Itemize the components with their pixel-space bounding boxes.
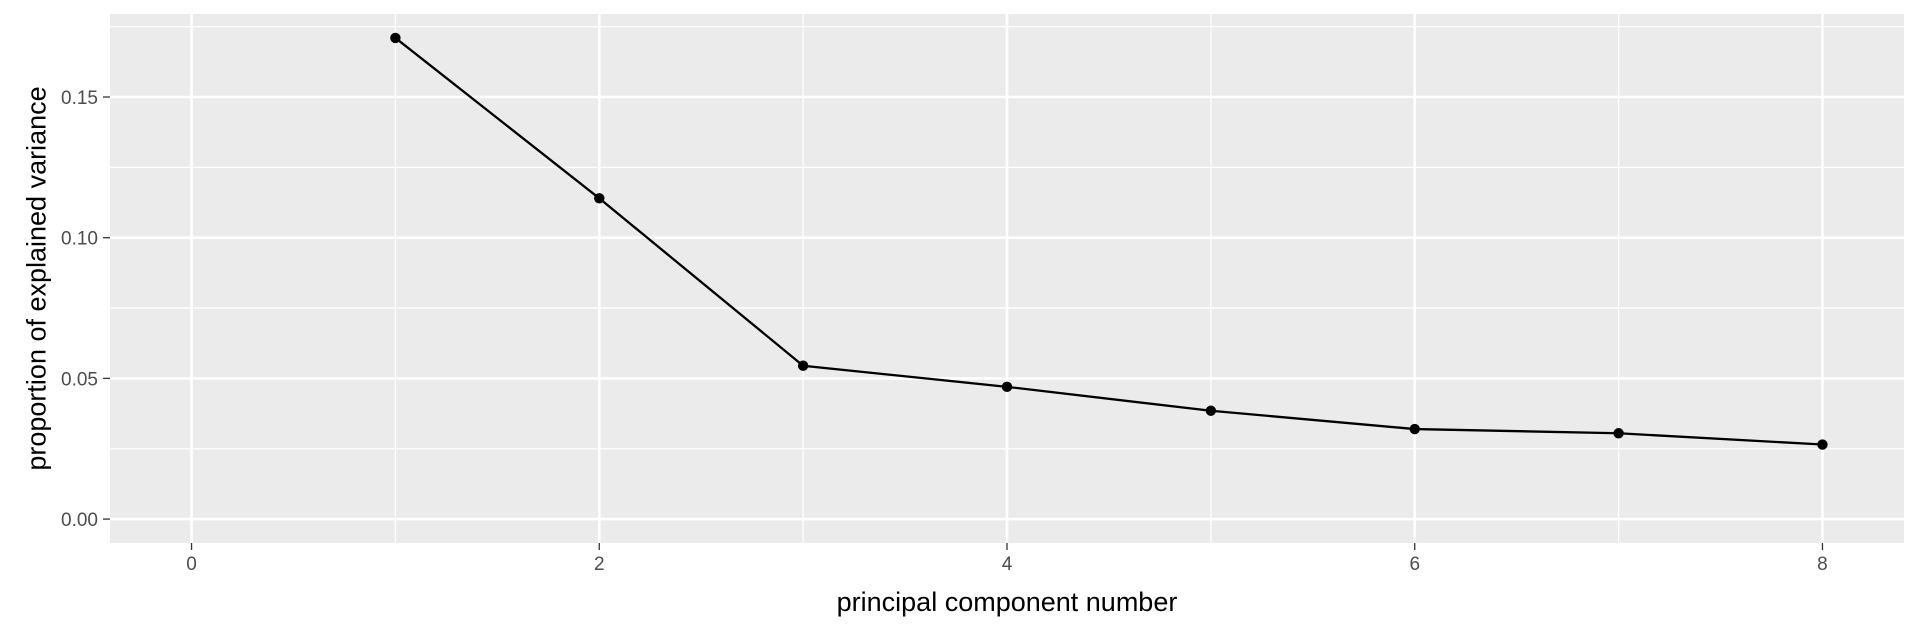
- y-axis: 0.00 0.05 0.10 0.15: [61, 88, 110, 531]
- x-tick-label: 4: [1002, 554, 1013, 575]
- data-point: [1613, 428, 1624, 439]
- major-gridlines: [110, 14, 1904, 543]
- y-tick-label: 0.05: [61, 369, 98, 390]
- data-point: [797, 360, 809, 371]
- data-point: [390, 32, 401, 44]
- series-layer: [390, 32, 1828, 450]
- y-axis-title: proportion of explained variance: [21, 86, 51, 470]
- series-line: [394, 37, 1823, 446]
- y-tick-label: 0.10: [61, 229, 98, 250]
- x-tick-label: 0: [186, 554, 197, 575]
- x-axis: 0 2 4 6 8: [186, 543, 1828, 575]
- data-point: [594, 193, 605, 204]
- x-tick-label: 8: [1817, 554, 1828, 575]
- x-tick-label: 2: [594, 554, 605, 575]
- y-tick-label: 0.00: [61, 510, 98, 531]
- data-point: [1817, 439, 1828, 450]
- x-axis-title: principal component number: [837, 587, 1178, 617]
- data-point: [1205, 405, 1217, 416]
- y-tick-label: 0.15: [61, 88, 98, 109]
- x-tick-label: 6: [1409, 554, 1420, 575]
- data-point: [1001, 381, 1013, 393]
- data-point: [1409, 423, 1420, 435]
